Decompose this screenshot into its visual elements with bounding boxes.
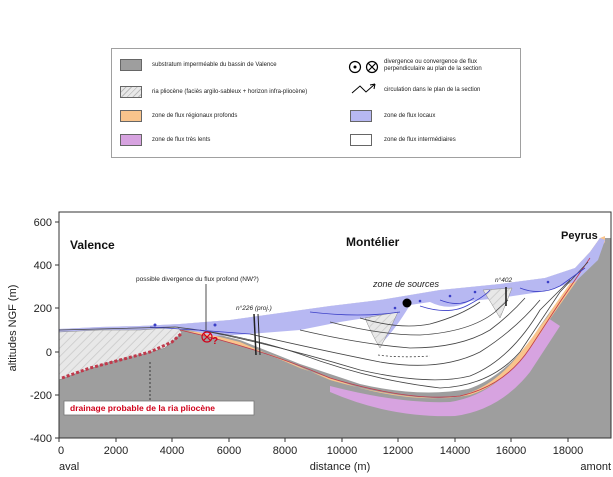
- ria-hill-zone: [482, 287, 513, 319]
- legend-label-divergence: divergence ou convergence de flux perpen…: [384, 59, 482, 72]
- y-tick-400: 400: [34, 260, 52, 272]
- legend-label-regional: zone de flux régionaux profonds: [152, 113, 238, 119]
- y-tick-600: 600: [34, 217, 52, 229]
- divergence-icon: [201, 331, 213, 343]
- legend-swatch-substratum: [120, 59, 142, 71]
- x-tick-16000: 16000: [496, 445, 527, 457]
- drainage-annotation: drainage probable de la ria pliocène: [70, 403, 215, 413]
- well-402-label: n°402: [495, 276, 512, 284]
- plot-frame: [58, 211, 612, 439]
- x-tick-2000: 2000: [104, 445, 128, 457]
- x-axis-label: distance (m): [310, 461, 371, 473]
- legend-box: substratum imperméable du bassin de Vale…: [111, 48, 521, 158]
- ria-base-line: [61, 331, 184, 380]
- legend-label-ria: ria pliocène (faciès argilo-sableux + ho…: [152, 89, 308, 95]
- x-tick-18000: 18000: [553, 445, 584, 457]
- sky-area: [59, 212, 611, 329]
- legend-swatch-regional: [120, 110, 142, 122]
- x-left-label: aval: [59, 461, 79, 473]
- place-peyrus: Peyrus: [561, 230, 598, 242]
- flow-dots: [153, 280, 550, 327]
- y-tick-200: 200: [34, 303, 52, 315]
- question-mark: ?: [212, 336, 218, 347]
- legend-label-slow: zone de flux très lents: [152, 137, 211, 143]
- ria-small-zone: [364, 311, 399, 349]
- y-axis-label: altitudes NGF (m): [7, 285, 19, 372]
- x-tick-4000: 4000: [160, 445, 184, 457]
- x-tick-12000: 12000: [383, 445, 414, 457]
- legend-swatch-ria: [120, 86, 142, 98]
- x-right-label: amont: [580, 461, 611, 473]
- legend-swatch-intermediate: [350, 134, 372, 146]
- well-226-b: [257, 313, 261, 356]
- legend-label-local: zone de flux locaux: [384, 113, 436, 119]
- legend-swatch-slow: [120, 134, 142, 146]
- legend-label-substratum: substratum imperméable du bassin de Vale…: [152, 62, 277, 68]
- place-montelier: Montélier: [346, 235, 400, 249]
- legend-swatch-local: [350, 110, 372, 122]
- slow-flow-zone: [330, 318, 560, 417]
- y-tick-0: 0: [46, 347, 52, 359]
- y-ticks: [55, 221, 59, 439]
- x-tick-8000: 8000: [273, 445, 297, 457]
- x-tick-0: 0: [58, 445, 64, 457]
- y-tick-minus400: -400: [30, 433, 52, 445]
- divergence-annotation: possible divergence du flux profond (NW?…: [136, 276, 259, 283]
- legend-label-intermediate: zone de flux intermédiaires: [384, 137, 456, 143]
- x-tick-14000: 14000: [440, 445, 471, 457]
- flow-lines: [59, 257, 591, 398]
- place-valence: Valence: [70, 238, 115, 252]
- divergence-symbol-icon: [348, 60, 379, 74]
- drainage-box: [63, 400, 255, 416]
- x-tick-10000: 10000: [327, 445, 358, 457]
- well-226: [253, 313, 257, 356]
- sources-annotation: zone de sources: [372, 279, 440, 289]
- y-tick-minus200: -200: [30, 390, 52, 402]
- sources-point: [402, 298, 412, 308]
- well-226-label: n°226 (proj.): [236, 304, 272, 312]
- x-tick-6000: 6000: [217, 445, 241, 457]
- legend-label-circulation: circulation dans le plan de la section: [384, 87, 481, 93]
- circulation-arrow-icon: [351, 83, 376, 94]
- x-ticks: [58, 438, 569, 442]
